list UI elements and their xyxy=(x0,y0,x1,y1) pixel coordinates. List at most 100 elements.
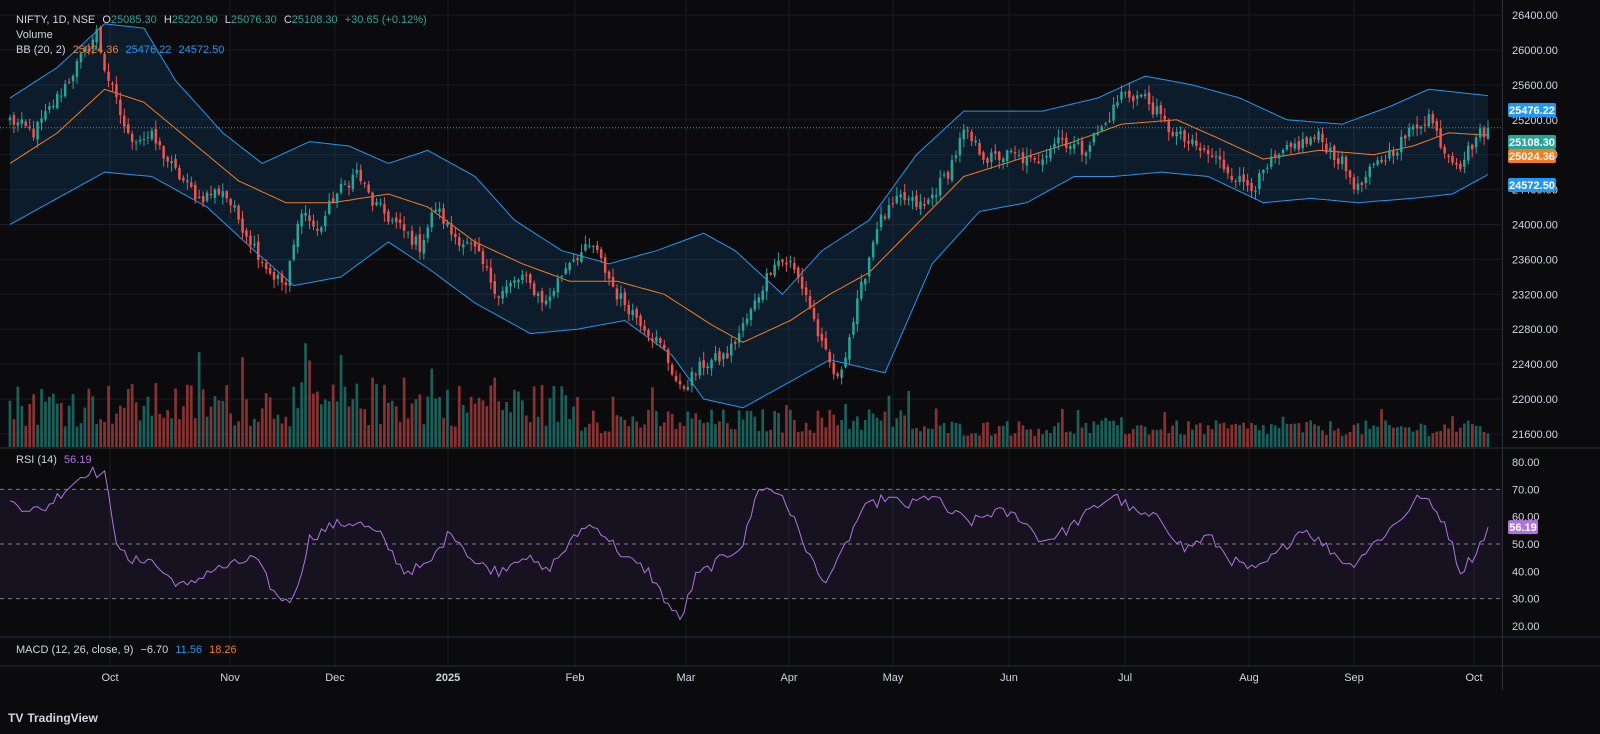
candle[interactable] xyxy=(1474,133,1478,154)
candle[interactable] xyxy=(1053,137,1056,154)
candle[interactable] xyxy=(1301,131,1305,154)
candle[interactable] xyxy=(1293,138,1297,152)
candle[interactable] xyxy=(1191,134,1194,147)
candle[interactable] xyxy=(473,238,477,255)
candle[interactable] xyxy=(343,180,347,186)
candle[interactable] xyxy=(1423,116,1427,133)
candle[interactable] xyxy=(1143,89,1147,99)
candle[interactable] xyxy=(1222,151,1226,173)
candle[interactable] xyxy=(1364,170,1368,189)
candle[interactable] xyxy=(1084,150,1088,165)
candle[interactable] xyxy=(201,191,205,208)
candle[interactable] xyxy=(505,279,508,298)
candle[interactable] xyxy=(1455,158,1458,170)
candle[interactable] xyxy=(596,240,599,254)
candle[interactable] xyxy=(785,256,788,272)
candle[interactable] xyxy=(588,238,591,249)
candle[interactable] xyxy=(1076,137,1080,146)
candle[interactable] xyxy=(548,287,552,309)
candle[interactable] xyxy=(497,295,501,306)
bb-legend[interactable]: BB (20, 2) 25024.36 25476.22 24572.50 xyxy=(16,43,228,57)
rsi-legend[interactable]: RSI (14) 56.19 xyxy=(16,453,96,467)
candle[interactable] xyxy=(32,120,35,141)
candle[interactable] xyxy=(1175,127,1178,146)
candle[interactable] xyxy=(540,287,544,312)
candle[interactable] xyxy=(1427,108,1431,129)
candle[interactable] xyxy=(1088,141,1092,159)
candle[interactable] xyxy=(1407,123,1411,141)
candle[interactable] xyxy=(998,150,1001,169)
candle[interactable] xyxy=(915,190,918,211)
candle[interactable] xyxy=(580,244,583,264)
candle[interactable] xyxy=(1041,153,1044,172)
candle[interactable] xyxy=(276,272,280,286)
candle[interactable] xyxy=(856,290,859,332)
candle[interactable] xyxy=(154,120,158,151)
candle[interactable] xyxy=(931,187,934,207)
candle[interactable] xyxy=(694,372,698,381)
candle[interactable] xyxy=(1183,128,1186,148)
candle[interactable] xyxy=(1025,147,1029,174)
candle[interactable] xyxy=(1151,95,1155,119)
candle[interactable] xyxy=(1404,134,1407,147)
candle[interactable] xyxy=(1277,152,1281,166)
candle[interactable] xyxy=(907,195,910,206)
candle[interactable] xyxy=(1214,150,1218,165)
candle[interactable] xyxy=(1396,149,1399,160)
candle[interactable] xyxy=(1226,164,1230,179)
candle[interactable] xyxy=(371,191,374,212)
candle[interactable] xyxy=(745,313,749,327)
macd-legend[interactable]: MACD (12, 26, close, 9) −6.70 11.56 18.2… xyxy=(16,643,241,657)
candle[interactable] xyxy=(296,220,300,254)
candle[interactable] xyxy=(1270,148,1273,170)
candle[interactable] xyxy=(871,239,875,261)
candle[interactable] xyxy=(1313,134,1316,143)
candle[interactable] xyxy=(895,187,899,205)
candle[interactable] xyxy=(1171,128,1174,138)
rsi-pane[interactable] xyxy=(0,465,1502,621)
candle[interactable] xyxy=(430,207,434,233)
candle[interactable] xyxy=(1340,151,1344,170)
candle[interactable] xyxy=(1352,173,1356,195)
candle[interactable] xyxy=(536,291,540,304)
candle[interactable] xyxy=(422,234,426,260)
candle[interactable] xyxy=(489,258,493,290)
candle[interactable] xyxy=(363,181,367,189)
candle[interactable] xyxy=(395,212,398,229)
candle[interactable] xyxy=(1380,155,1383,164)
candle[interactable] xyxy=(107,63,110,88)
candle[interactable] xyxy=(521,269,524,285)
candle[interactable] xyxy=(387,208,390,225)
candle[interactable] xyxy=(442,203,445,230)
candle[interactable] xyxy=(257,234,260,269)
candle[interactable] xyxy=(1337,150,1340,170)
candle[interactable] xyxy=(1478,123,1482,142)
candle[interactable] xyxy=(1037,153,1040,165)
candle[interactable] xyxy=(1439,120,1442,150)
candle[interactable] xyxy=(79,52,83,69)
price-tag-lower[interactable]: 24572.50 xyxy=(1508,178,1556,192)
candle[interactable] xyxy=(292,239,296,262)
candle[interactable] xyxy=(643,319,646,335)
candle[interactable] xyxy=(119,92,122,124)
candle[interactable] xyxy=(777,252,780,270)
candle[interactable] xyxy=(879,206,883,231)
candle[interactable] xyxy=(1415,116,1419,137)
candle[interactable] xyxy=(797,265,800,284)
candle[interactable] xyxy=(87,43,91,55)
candle[interactable] xyxy=(1139,93,1143,99)
candle[interactable] xyxy=(414,233,418,250)
candle[interactable] xyxy=(446,219,449,228)
candle[interactable] xyxy=(682,384,686,392)
candle[interactable] xyxy=(1072,136,1076,155)
candle[interactable] xyxy=(1049,145,1052,162)
candle[interactable] xyxy=(450,215,453,241)
candle[interactable] xyxy=(663,339,666,351)
candle[interactable] xyxy=(229,197,232,213)
candle[interactable] xyxy=(304,205,307,222)
candle[interactable] xyxy=(477,237,481,252)
candle[interactable] xyxy=(670,362,674,377)
candle[interactable] xyxy=(162,145,165,167)
candle[interactable] xyxy=(883,213,887,221)
candle[interactable] xyxy=(1033,155,1037,164)
